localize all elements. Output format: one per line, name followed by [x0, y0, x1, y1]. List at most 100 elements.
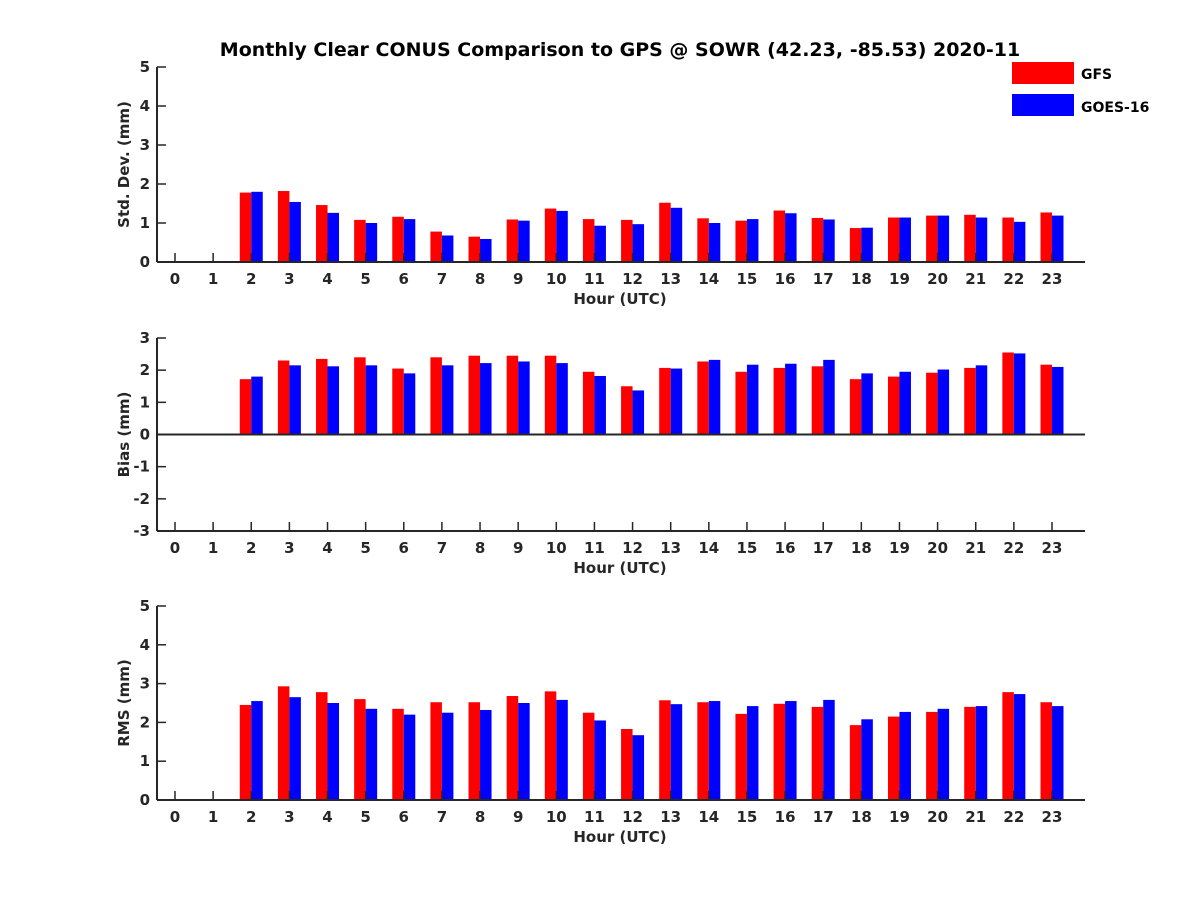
bar-goes16-17 [823, 359, 835, 435]
y-tick-label: 2 [140, 713, 150, 731]
x-tick-label: 1 [208, 270, 218, 288]
bar-gfs-6 [392, 216, 404, 262]
x-tick-label: 15 [737, 539, 758, 557]
bar-goes16-6 [403, 219, 416, 262]
bar-gfs-8 [468, 702, 481, 800]
bar-gfs-10 [544, 355, 557, 435]
bar-goes16-17 [823, 219, 835, 262]
x-tick-label: 19 [889, 808, 910, 826]
x-tick-label: 22 [1003, 808, 1024, 826]
bar-goes16-21 [975, 706, 988, 800]
bar-goes16-11 [594, 375, 606, 435]
x-tick-label: 4 [322, 808, 332, 826]
x-axis-label: Hour (UTC) [573, 290, 666, 308]
bar-gfs-12 [621, 219, 633, 262]
x-tick-label: 6 [399, 808, 409, 826]
bar-gfs-9 [506, 355, 519, 435]
x-tick-label: 16 [775, 808, 796, 826]
y-axis-label: Bias (mm) [115, 392, 133, 478]
y-axis-label: RMS (mm) [115, 659, 133, 746]
x-tick-label: 12 [622, 270, 643, 288]
y-tick-label: -1 [133, 458, 150, 476]
x-tick-label: 1 [208, 539, 218, 557]
x-tick-label: 8 [475, 539, 485, 557]
legend-label-goes16: GOES-16 [1081, 100, 1149, 116]
bar-gfs-16 [773, 703, 786, 800]
bar-goes16-16 [785, 701, 797, 800]
x-tick-label: 9 [513, 270, 523, 288]
bar-gfs-15 [735, 220, 747, 262]
x-tick-label: 23 [1042, 539, 1063, 557]
bar-gfs-22 [1002, 352, 1014, 435]
x-axis-label: Hour (UTC) [573, 828, 666, 846]
bar-gfs-3 [277, 686, 290, 800]
bar-gfs-4 [316, 358, 328, 435]
x-tick-label: 17 [813, 539, 834, 557]
x-tick-label: 15 [737, 270, 758, 288]
x-axis-label: Hour (UTC) [573, 559, 666, 577]
bar-goes16-8 [480, 363, 492, 435]
x-tick-label: 22 [1003, 539, 1024, 557]
x-tick-label: 21 [965, 270, 986, 288]
bar-goes16-20 [937, 215, 950, 262]
bar-gfs-7 [430, 231, 442, 262]
x-tick-label: 19 [889, 270, 910, 288]
legend-entry-gfs: GFS [1012, 62, 1112, 84]
bar-goes16-9 [518, 220, 530, 262]
x-tick-label: 9 [513, 539, 523, 557]
y-tick-label: 3 [140, 136, 150, 154]
x-tick-label: 3 [284, 808, 294, 826]
bar-gfs-23 [1040, 702, 1052, 800]
y-tick-label: 1 [140, 214, 150, 232]
x-tick-label: 22 [1003, 270, 1024, 288]
x-tick-label: 14 [698, 539, 719, 557]
y-tick-label: 4 [140, 636, 150, 654]
x-tick-label: 18 [851, 808, 872, 826]
x-tick-label: 2 [246, 270, 256, 288]
bar-goes16-17 [823, 699, 835, 800]
bar-goes16-12 [632, 735, 645, 800]
bar-gfs-14 [697, 702, 709, 800]
x-tick-label: 8 [475, 808, 485, 826]
bar-gfs-3 [277, 191, 290, 262]
bar-gfs-21 [964, 367, 976, 435]
bar-goes16-14 [708, 223, 721, 262]
x-tick-label: 6 [399, 539, 409, 557]
x-tick-label: 14 [698, 270, 719, 288]
bar-gfs-18 [849, 228, 862, 262]
x-tick-label: 6 [399, 270, 409, 288]
x-tick-label: 0 [170, 270, 180, 288]
legend-label-gfs: GFS [1081, 67, 1112, 83]
bar-gfs-18 [849, 379, 862, 435]
bar-gfs-15 [735, 371, 747, 435]
x-tick-label: 4 [322, 270, 332, 288]
bar-gfs-14 [697, 218, 709, 262]
bar-gfs-21 [964, 706, 976, 800]
bar-gfs-20 [926, 215, 938, 262]
x-tick-label: 14 [698, 808, 719, 826]
bar-goes16-6 [403, 373, 416, 435]
x-tick-label: 9 [513, 808, 523, 826]
bar-gfs-23 [1040, 212, 1052, 262]
bar-gfs-7 [430, 357, 442, 435]
x-tick-label: 11 [584, 539, 605, 557]
bar-goes16-8 [480, 709, 492, 800]
y-tick-label: 5 [140, 597, 150, 615]
x-tick-label: 2 [246, 808, 256, 826]
x-tick-label: 7 [437, 539, 447, 557]
bar-goes16-8 [480, 238, 492, 262]
bar-gfs-23 [1040, 364, 1052, 435]
x-tick-label: 17 [813, 270, 834, 288]
bar-gfs-2 [239, 192, 252, 262]
y-tick-label: 0 [140, 253, 150, 271]
x-tick-label: 20 [927, 808, 948, 826]
y-tick-label: 2 [140, 175, 150, 193]
bar-goes16-23 [1051, 706, 1064, 800]
bar-gfs-16 [773, 367, 786, 435]
bar-gfs-10 [544, 691, 557, 800]
bar-goes16-9 [518, 361, 530, 435]
bar-gfs-17 [811, 706, 824, 800]
bar-gfs-19 [887, 716, 900, 800]
